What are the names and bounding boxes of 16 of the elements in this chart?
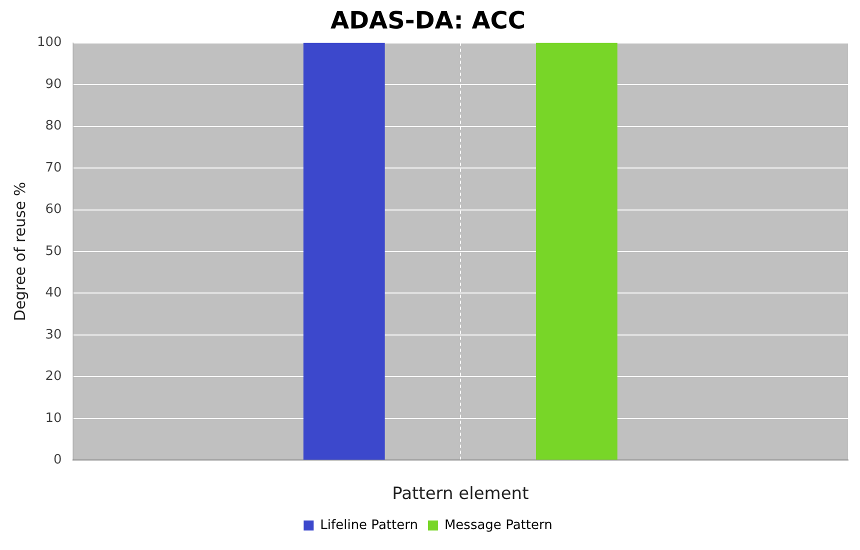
- legend-label: Lifeline Pattern: [320, 518, 418, 533]
- y-tick-label: 10: [45, 410, 62, 426]
- y-tick-label: 80: [45, 118, 62, 134]
- y-tick-label: 90: [45, 76, 62, 92]
- y-tick-label: 70: [45, 160, 62, 176]
- y-tick-label: 0: [54, 452, 62, 468]
- y-tick-label: 20: [45, 369, 62, 384]
- y-tick-label: 40: [45, 286, 62, 301]
- y-axis-title: Degree of reuse %: [10, 182, 29, 322]
- y-tick-label: 60: [45, 202, 62, 218]
- y-tick-label: 30: [45, 327, 62, 342]
- y-tick-label: 50: [45, 244, 62, 259]
- y-tick-label: 100: [36, 35, 62, 50]
- chart-title: ADAS-DA: ACC: [330, 6, 526, 35]
- x-axis-title: Pattern element: [392, 484, 530, 504]
- legend-label: Message Pattern: [444, 518, 552, 533]
